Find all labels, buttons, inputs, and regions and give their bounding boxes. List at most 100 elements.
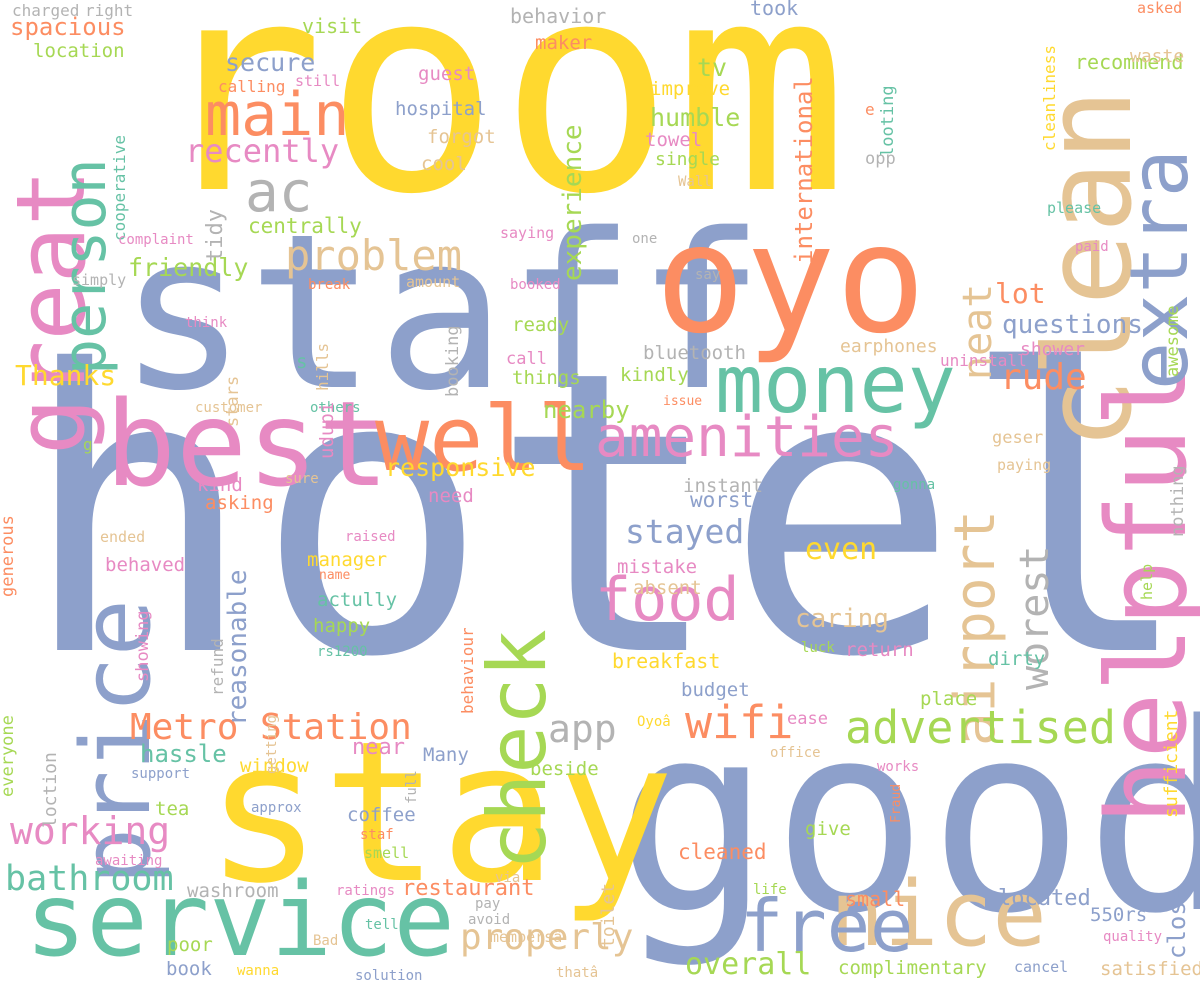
cloud-word: reasonable xyxy=(223,569,253,726)
cloud-word: properly xyxy=(460,917,634,958)
cloud-word: everyone xyxy=(0,715,18,797)
cloud-word: opp xyxy=(865,149,896,169)
cloud-word: uninstall xyxy=(940,351,1027,370)
cloud-word: ratings xyxy=(336,883,396,899)
cloud-word: Bad xyxy=(313,933,339,949)
cloud-word: international xyxy=(790,76,818,264)
cloud-word: g xyxy=(83,435,93,454)
cloud-word: thatâ xyxy=(556,965,599,981)
cloud-word: centrally xyxy=(248,214,362,238)
cloud-word: caring xyxy=(795,604,889,634)
cloud-word: person xyxy=(50,158,120,375)
cloud-word: hotel xyxy=(20,288,1194,742)
cloud-word: tell xyxy=(365,917,399,933)
cloud-word: return xyxy=(845,639,914,661)
cloud-word: rude xyxy=(1000,357,1087,398)
cloud-word: staff xyxy=(118,187,766,438)
cloud-word: location xyxy=(33,40,125,62)
cloud-word: check xyxy=(471,629,564,870)
cloud-word: overall xyxy=(685,947,812,982)
cloud-word: close xyxy=(1163,886,1191,959)
cloud-word: shower xyxy=(1020,339,1086,360)
cloud-word: 550rs xyxy=(1090,904,1148,926)
cloud-word: budget xyxy=(681,679,750,701)
cloud-word: charged xyxy=(12,1,80,20)
cloud-word: avoid xyxy=(468,912,511,928)
cloud-word: cooperative xyxy=(110,135,129,241)
cloud-word: cleaned xyxy=(678,840,767,864)
cloud-word: gonna xyxy=(893,477,936,493)
cloud-word: approx xyxy=(251,800,302,816)
cloud-word: issue xyxy=(663,394,703,409)
cloud-word: room xyxy=(150,0,849,258)
cloud-word: window xyxy=(240,755,309,777)
cloud-word: think xyxy=(185,315,228,331)
cloud-word: via xyxy=(495,870,521,886)
cloud-word: tv xyxy=(697,53,728,82)
cloud-word: improve xyxy=(650,78,731,100)
cloud-word: poor xyxy=(167,934,213,956)
cloud-word: earphones xyxy=(840,336,938,357)
cloud-word: asking xyxy=(205,492,274,514)
cloud-word: calling xyxy=(218,77,286,96)
cloud-word: customer xyxy=(195,400,263,416)
cloud-word: Thanks xyxy=(15,359,117,392)
cloud-word: secure xyxy=(225,48,316,77)
cloud-word: still xyxy=(295,72,341,90)
cloud-word: even xyxy=(805,532,878,567)
cloud-word: small xyxy=(845,887,906,911)
cloud-word: quality xyxy=(1103,929,1163,945)
cloud-word: waste xyxy=(1130,46,1185,67)
cloud-word: happy xyxy=(313,615,371,637)
cloud-word: problem xyxy=(285,231,463,280)
cloud-word: awesome xyxy=(1163,305,1183,377)
cloud-word: cleanliness xyxy=(1040,45,1059,151)
cloud-word: sure xyxy=(285,471,319,487)
cloud-word: rs1200 xyxy=(317,644,368,660)
cloud-word: dirty xyxy=(988,648,1046,670)
cloud-word: wifi xyxy=(685,696,794,749)
cloud-word: free xyxy=(740,884,914,968)
cloud-word: place xyxy=(920,688,978,710)
cloud-word: behaved xyxy=(105,554,186,576)
cloud-word: cancel xyxy=(1014,958,1069,976)
cloud-word: Fraud xyxy=(889,783,904,823)
cloud-word: stay xyxy=(205,699,675,926)
cloud-word: booked xyxy=(510,277,561,293)
cloud-word: nice xyxy=(830,862,1047,967)
cloud-word: restaurant xyxy=(402,876,535,901)
cloud-word: single xyxy=(655,149,721,170)
cloud-word: pay xyxy=(475,896,501,912)
cloud-word: Oyoâ xyxy=(637,714,671,730)
cloud-word: satisfied xyxy=(1100,958,1200,980)
cloud-word: maker xyxy=(535,32,593,54)
cloud-word: need xyxy=(428,485,474,507)
cloud-word: good xyxy=(615,669,1200,971)
cloud-word: bluetooth xyxy=(643,342,746,364)
cloud-word: break xyxy=(308,277,351,293)
cloud-word: humble xyxy=(650,103,741,132)
cloud-word: hospital xyxy=(395,98,487,120)
cloud-word: cool xyxy=(421,153,467,175)
cloud-word: tea xyxy=(155,798,190,820)
cloud-word: simply xyxy=(72,271,127,289)
cloud-word: oyo xyxy=(655,193,926,367)
cloud-word: amenities xyxy=(595,405,899,470)
cloud-word: saying xyxy=(500,224,555,242)
cloud-word: advertised xyxy=(845,701,1116,754)
cloud-word: kindly xyxy=(620,364,689,386)
cloud-word: Many xyxy=(423,744,469,766)
cloud-word: located xyxy=(998,886,1091,911)
cloud-word: please xyxy=(1047,199,1102,217)
cloud-word: paid xyxy=(1075,239,1109,255)
cloud-word: worst xyxy=(690,488,754,512)
cloud-word: visit xyxy=(302,14,363,38)
cloud-word: forgot xyxy=(427,126,496,148)
cloud-word: book xyxy=(166,958,212,980)
cloud-word: Wall xyxy=(678,174,712,190)
cloud-word: absent xyxy=(633,577,702,599)
cloud-word: paying xyxy=(997,456,1052,474)
cloud-word: things xyxy=(512,367,581,389)
cloud-word: ready xyxy=(512,314,570,336)
